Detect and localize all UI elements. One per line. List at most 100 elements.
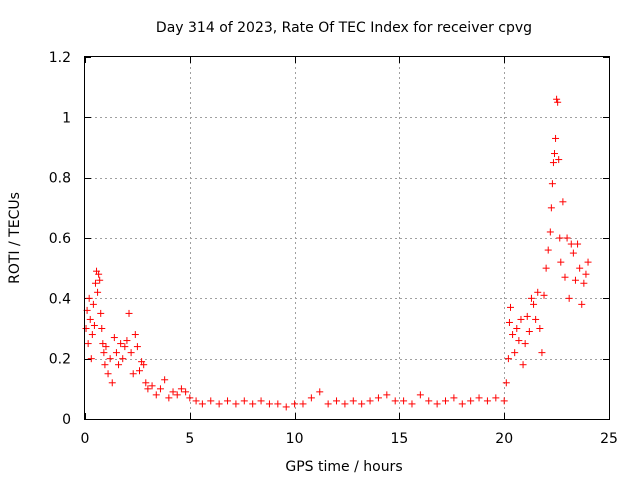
data-point — [517, 315, 525, 323]
data-point — [95, 270, 103, 278]
data-point — [97, 309, 105, 317]
data-point — [408, 400, 416, 408]
data-point — [173, 391, 181, 399]
data-point — [115, 361, 123, 369]
data-point — [91, 279, 99, 287]
chart-title: Day 314 of 2023, Rate Of TEC Index for r… — [156, 20, 532, 36]
data-point — [505, 318, 513, 326]
data-point — [513, 325, 521, 332]
data-point — [307, 394, 315, 402]
data-point — [553, 95, 561, 103]
x-tick-label: 10 — [286, 431, 304, 447]
data-point — [88, 331, 96, 339]
y-tick-label: 0 — [62, 412, 71, 428]
data-point — [467, 397, 475, 405]
y-axis-label: ROTI / TECUs — [7, 192, 23, 284]
data-point — [561, 273, 569, 281]
data-point — [509, 331, 517, 339]
data-point — [511, 349, 519, 357]
data-point — [475, 394, 483, 402]
data-point — [232, 400, 240, 408]
data-point — [549, 159, 557, 167]
data-point — [521, 340, 529, 348]
data-point — [349, 397, 357, 405]
data-point — [100, 349, 108, 357]
data-point — [82, 325, 90, 332]
data-point — [569, 249, 577, 257]
data-point — [117, 340, 125, 348]
data-point — [89, 300, 97, 308]
data-point — [492, 394, 500, 402]
y-tick-label: 0.2 — [49, 352, 71, 368]
data-point — [540, 291, 548, 299]
data-point — [299, 400, 307, 408]
y-tick-label: 0.4 — [49, 291, 71, 307]
x-tick-label: 5 — [185, 431, 194, 447]
data-point — [240, 397, 248, 405]
data-point — [324, 400, 332, 408]
data-point — [578, 300, 586, 308]
data-point — [567, 240, 575, 248]
data-point — [542, 264, 550, 272]
data-point — [546, 228, 554, 236]
data-point — [86, 315, 94, 323]
data-point — [192, 397, 200, 405]
data-point — [333, 397, 341, 405]
x-tick-labels: 0 5 10 15 20 25 — [81, 431, 618, 447]
data-point — [574, 240, 582, 248]
data-point — [483, 397, 491, 405]
x-tick-label: 25 — [600, 431, 618, 447]
data-point — [316, 388, 324, 396]
data-point — [102, 343, 110, 351]
data-point — [156, 385, 164, 393]
data-point — [506, 303, 514, 311]
data-point — [515, 337, 523, 345]
data-point — [177, 385, 185, 393]
data-point — [215, 400, 223, 408]
data-point — [450, 394, 458, 402]
data-point — [442, 397, 450, 405]
data-point — [129, 370, 137, 378]
data-point — [519, 361, 527, 369]
data-point — [383, 391, 391, 399]
data-point — [527, 294, 535, 302]
data-point — [559, 198, 567, 206]
data-point — [282, 403, 290, 411]
data-point — [582, 270, 590, 278]
data-point — [265, 400, 273, 408]
data-point — [249, 400, 257, 408]
data-point — [207, 397, 215, 405]
data-point — [374, 394, 382, 402]
data-point — [274, 400, 282, 408]
data-point — [548, 180, 556, 188]
data-point — [142, 379, 150, 387]
x-tick-label: 0 — [81, 431, 90, 447]
data-point — [135, 367, 143, 375]
data-point — [85, 294, 93, 302]
data-point — [547, 204, 555, 212]
data-point — [563, 234, 571, 242]
data-point — [576, 264, 584, 272]
data-point — [224, 397, 232, 405]
data-point — [98, 325, 106, 332]
data-point — [366, 397, 374, 405]
data-point — [557, 258, 565, 266]
data-point — [110, 334, 118, 342]
data-point — [125, 309, 133, 317]
data-point — [525, 328, 533, 336]
data-point — [291, 400, 299, 408]
data-point — [90, 321, 98, 329]
data-point — [96, 276, 104, 284]
data-point — [341, 400, 349, 408]
x-tick-label: 15 — [390, 431, 408, 447]
data-point — [552, 134, 560, 142]
data-point — [148, 382, 156, 390]
data-point — [101, 361, 109, 369]
data-point — [391, 397, 399, 405]
data-point — [140, 361, 148, 369]
data-point — [580, 279, 588, 287]
data-point — [123, 337, 131, 345]
data-point — [538, 349, 546, 357]
y-tick-labels: 0 0.2 0.4 0.6 0.8 1 1.2 — [49, 50, 71, 428]
